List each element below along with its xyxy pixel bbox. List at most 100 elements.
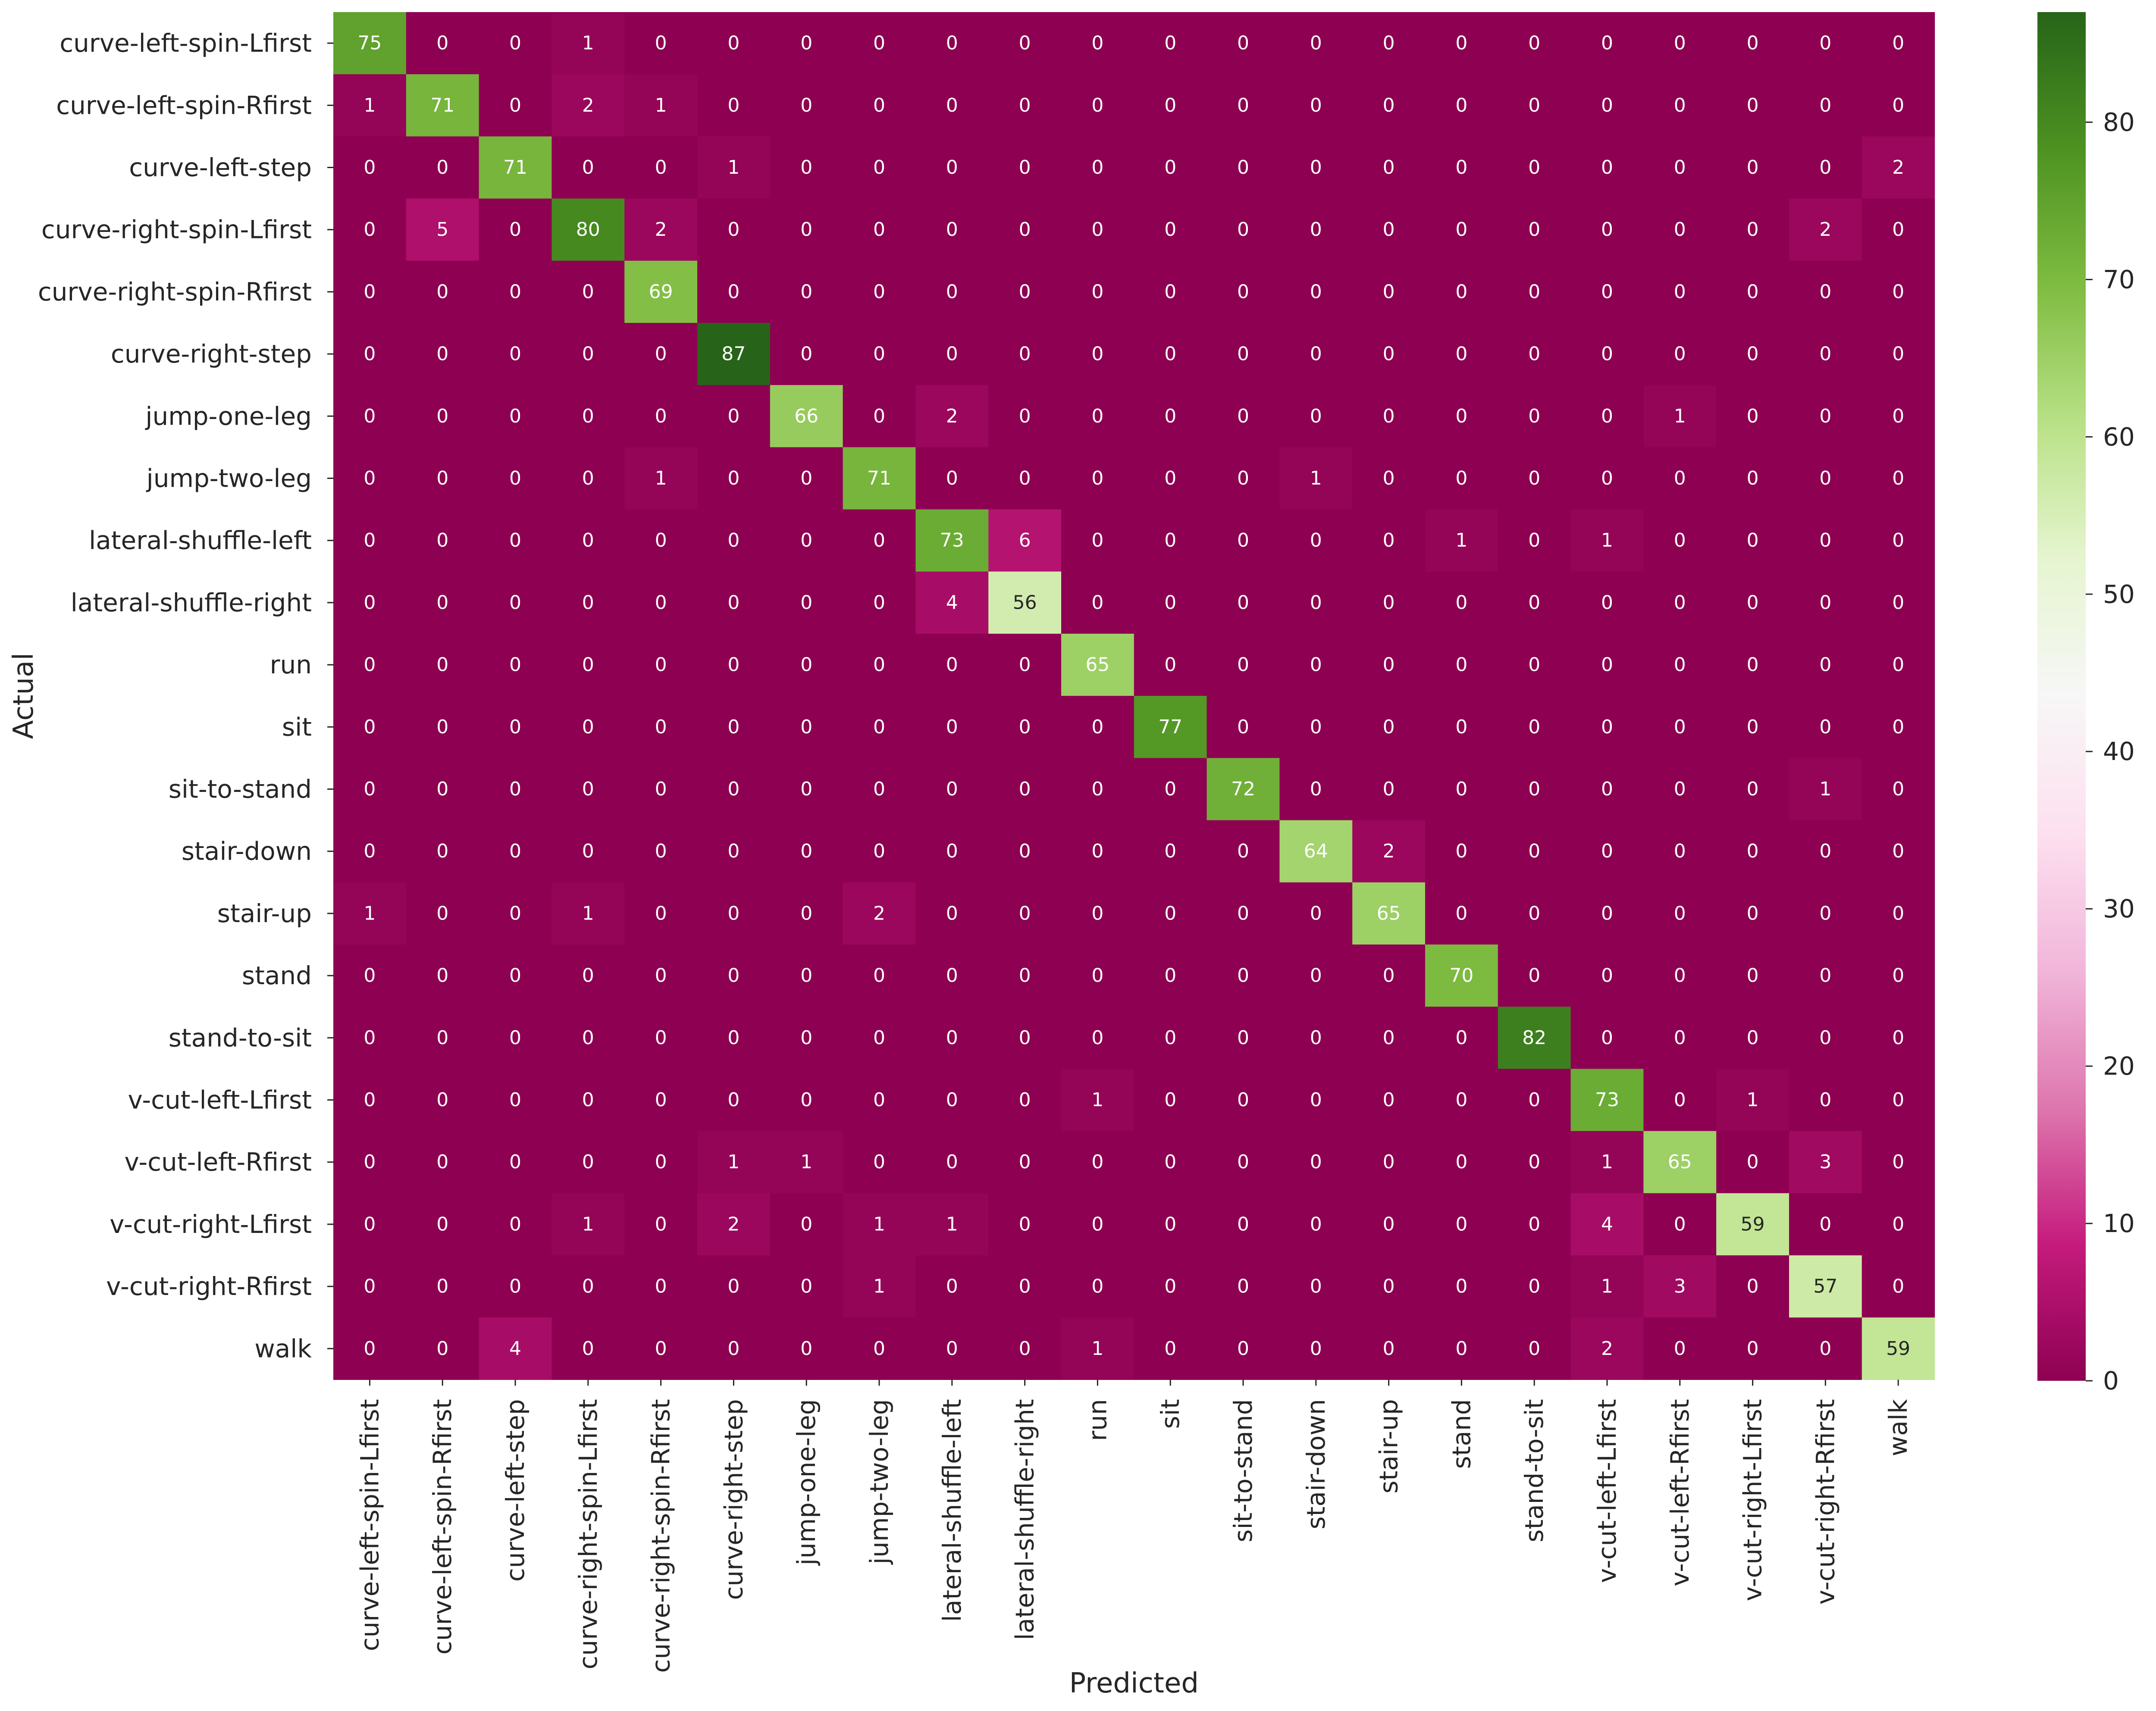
cell-value-label: 0 <box>1528 965 1540 987</box>
cell-value-label: 0 <box>582 1027 594 1049</box>
y-tick-label: v-cut-left-Lfirst <box>128 1085 312 1115</box>
heatmap-cell <box>1716 945 1789 1007</box>
cell-value-label: 0 <box>655 405 667 427</box>
cell-value-label: 0 <box>655 32 667 54</box>
cell-value-label: 0 <box>1164 1338 1176 1360</box>
cell-value-label: 0 <box>800 94 812 116</box>
heatmap-cell <box>770 385 843 447</box>
x-tick-label: stand <box>1447 1399 1476 1469</box>
cell-value-label: 0 <box>800 1027 812 1049</box>
cell-value-label: 0 <box>436 467 448 489</box>
cell-value-label: 0 <box>582 405 594 427</box>
heatmap-cell <box>624 447 698 510</box>
cell-value-label: 0 <box>1528 156 1540 178</box>
heatmap-cell <box>1279 136 1353 199</box>
cell-value-label: 0 <box>364 1151 376 1173</box>
cell-value-label: 0 <box>800 1276 812 1298</box>
cell-value-label: 0 <box>1310 1276 1322 1298</box>
heatmap-cell <box>479 74 552 137</box>
cell-value-label: 0 <box>582 840 594 862</box>
cell-value-label: 0 <box>1892 405 1904 427</box>
cell-value-label: 0 <box>1747 902 1759 924</box>
cell-value-label: 0 <box>582 281 594 303</box>
heatmap-cell <box>479 696 552 758</box>
cell-value-label: 0 <box>1747 716 1759 738</box>
cell-value-label: 3 <box>1674 1276 1686 1298</box>
heatmap-cell <box>1206 136 1280 199</box>
x-tick-label: curve-left-step <box>501 1399 530 1582</box>
y-tick-label: stand <box>242 961 312 990</box>
heatmap-cell <box>1425 1131 1498 1194</box>
cell-value-label: 0 <box>1237 156 1249 178</box>
cell-value-label: 0 <box>1019 654 1031 676</box>
cell-value-label: 0 <box>509 1089 521 1111</box>
cell-value-label: 0 <box>1455 281 1467 303</box>
colorbar-tick-label: 0 <box>2103 1366 2119 1395</box>
heatmap-cell <box>333 1131 407 1194</box>
cell-value-label: 0 <box>1528 1276 1540 1298</box>
cell-value-label: 71 <box>430 94 454 116</box>
heatmap-cell <box>1352 571 1426 634</box>
cell-value-label: 0 <box>727 965 740 987</box>
cell-value-label: 0 <box>1164 1151 1176 1173</box>
cell-value-label: 0 <box>1164 1027 1176 1049</box>
cell-value-label: 0 <box>1528 529 1540 551</box>
heatmap-cell <box>770 1007 843 1069</box>
cell-value-label: 0 <box>800 156 812 178</box>
cell-value-label: 0 <box>1091 32 1103 54</box>
heatmap-cell <box>988 634 1062 696</box>
y-tick-label: curve-left-step <box>129 153 312 182</box>
cell-value-label: 75 <box>357 32 382 54</box>
cell-value-label: 0 <box>727 591 740 613</box>
heatmap-cell <box>770 198 843 261</box>
cell-value-label: 0 <box>1237 32 1249 54</box>
cell-value-label: 0 <box>1019 467 1031 489</box>
heatmap-cell <box>1352 945 1426 1007</box>
heatmap-cell <box>1425 634 1498 696</box>
cell-value-label: 0 <box>1383 1276 1395 1298</box>
heatmap-cell <box>624 571 698 634</box>
cell-value-label: 0 <box>655 716 667 738</box>
heatmap-cell <box>1716 882 1789 945</box>
heatmap-cell <box>1789 509 1862 572</box>
cell-value-label: 0 <box>1674 529 1686 551</box>
heatmap-cell <box>406 1255 479 1318</box>
cell-value-label: 0 <box>509 840 521 862</box>
heatmap-cell <box>697 12 771 75</box>
heatmap-cell <box>1279 323 1353 385</box>
heatmap-cell <box>552 1193 625 1256</box>
cell-value-label: 0 <box>364 281 376 303</box>
heatmap-cell <box>479 1069 552 1132</box>
cell-value-label: 0 <box>582 343 594 365</box>
cell-value-label: 0 <box>727 281 740 303</box>
cell-value-label: 0 <box>1819 32 1831 54</box>
cell-value-label: 0 <box>364 840 376 862</box>
cell-value-label: 0 <box>1747 281 1759 303</box>
cell-value-label: 0 <box>1674 467 1686 489</box>
cell-value-label: 0 <box>1383 1089 1395 1111</box>
cell-value-label: 0 <box>1164 1089 1176 1111</box>
cell-value-label: 0 <box>1819 343 1831 365</box>
heatmap-cell <box>479 323 552 385</box>
cell-value-label: 0 <box>727 1027 740 1049</box>
cell-value-label: 59 <box>1741 1213 1765 1235</box>
cell-value-label: 1 <box>873 1213 885 1235</box>
heatmap-cell <box>1570 447 1644 510</box>
cell-value-label: 0 <box>1091 219 1103 241</box>
heatmap-cell <box>915 758 989 821</box>
heatmap-cell <box>1643 323 1717 385</box>
heatmap-cell <box>988 696 1062 758</box>
heatmap-cell <box>1643 198 1717 261</box>
cell-value-label: 0 <box>364 1089 376 1111</box>
heatmap-cell <box>479 634 552 696</box>
heatmap-cell <box>479 385 552 447</box>
heatmap-cell <box>333 634 407 696</box>
heatmap-cell <box>333 260 407 323</box>
heatmap-cell <box>697 509 771 572</box>
cell-value-label: 71 <box>503 156 527 178</box>
x-tick-label: jump-one-leg <box>792 1399 821 1566</box>
cell-value-label: 0 <box>655 654 667 676</box>
heatmap-cell <box>552 945 625 1007</box>
heatmap-cell <box>988 945 1062 1007</box>
